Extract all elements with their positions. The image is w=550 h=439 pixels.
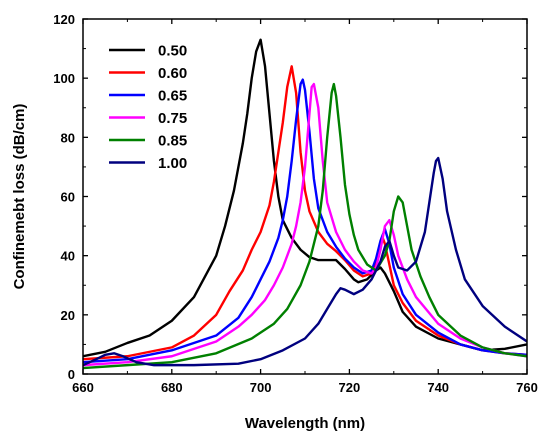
series-line-0.75 [83,82,527,367]
legend-label-0.50: 0.50 [158,43,187,60]
plot-frame [82,18,528,375]
x-tick-label: 760 [516,380,538,395]
series-group [83,38,527,370]
legend: 0.50 0.60 0.65 0.75 0.85 1.00 [109,43,187,172]
x-tick-label: 720 [339,380,361,395]
series-line-0.85 [83,82,527,370]
y-tick-label: 80 [61,130,75,145]
y-tick-label: 100 [53,71,75,86]
y-tick-label: 60 [61,190,75,205]
y-tick-label: 20 [61,308,75,323]
x-axis-title: Wavelength (nm) [245,415,365,432]
legend-label-0.85: 0.85 [158,133,187,150]
legend-label-0.65: 0.65 [158,88,187,105]
y-tick-label: 40 [61,249,75,264]
legend-label-0.75: 0.75 [158,110,187,127]
y-tick-label: 120 [53,12,75,27]
series-line-1.00 [83,156,527,367]
x-tick-label: 740 [427,380,449,395]
series-line-0.50 [83,38,527,358]
x-tick-label: 660 [72,380,94,395]
series-line-0.60 [83,65,527,361]
x-tick-label: 680 [161,380,183,395]
series-line-0.65 [83,78,527,364]
legend-label-1.00: 1.00 [158,155,187,172]
x-tick-label: 700 [250,380,272,395]
y-tick-label: 0 [68,367,75,382]
y-axis-title: Confinemebt loss (dB/cm) [11,104,28,290]
legend-label-0.60: 0.60 [158,65,187,82]
